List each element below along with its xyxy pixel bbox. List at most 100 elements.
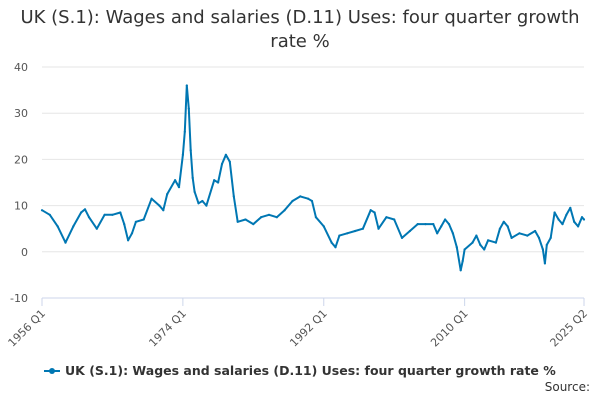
data-point[interactable] xyxy=(193,190,196,193)
data-point[interactable] xyxy=(565,213,568,216)
data-point[interactable] xyxy=(526,234,529,237)
data-point[interactable] xyxy=(127,239,130,242)
data-point[interactable] xyxy=(185,84,188,87)
data-point[interactable] xyxy=(197,202,200,205)
data-point[interactable] xyxy=(330,241,333,244)
data-point[interactable] xyxy=(236,220,239,223)
data-point[interactable] xyxy=(385,216,388,219)
data-point[interactable] xyxy=(475,234,478,237)
data-point[interactable] xyxy=(494,241,497,244)
data-point[interactable] xyxy=(224,153,227,156)
data-point[interactable] xyxy=(543,262,547,265)
data-point[interactable] xyxy=(444,218,447,221)
data-point[interactable] xyxy=(174,179,177,182)
data-point[interactable] xyxy=(217,181,220,184)
data-point[interactable] xyxy=(580,216,584,219)
data-point[interactable] xyxy=(322,225,325,228)
data-point[interactable] xyxy=(314,216,317,219)
data-point[interactable] xyxy=(510,236,513,239)
data-point[interactable] xyxy=(56,225,59,228)
data-point[interactable] xyxy=(354,229,357,233)
data-point[interactable] xyxy=(181,153,184,156)
data-point[interactable] xyxy=(502,220,505,223)
data-point[interactable] xyxy=(459,269,462,272)
data-point[interactable] xyxy=(299,195,302,198)
data-point[interactable] xyxy=(573,220,576,223)
data-point[interactable] xyxy=(142,218,145,221)
data-point[interactable] xyxy=(103,213,106,216)
data-point[interactable] xyxy=(291,199,294,203)
data-point[interactable] xyxy=(307,197,310,200)
data-point[interactable] xyxy=(463,248,466,251)
data-point[interactable] xyxy=(166,193,169,196)
series-line-0[interactable] xyxy=(41,84,585,272)
data-point[interactable] xyxy=(177,186,181,189)
data-point[interactable] xyxy=(95,227,98,230)
data-point[interactable] xyxy=(369,209,372,212)
data-point[interactable] xyxy=(275,216,278,219)
data-point[interactable] xyxy=(537,236,541,239)
data-point[interactable] xyxy=(338,234,341,237)
data-point[interactable] xyxy=(162,209,165,212)
data-point[interactable] xyxy=(545,243,548,246)
data-point[interactable] xyxy=(498,227,501,230)
data-point[interactable] xyxy=(408,229,411,233)
data-point[interactable] xyxy=(534,229,537,233)
data-point[interactable] xyxy=(361,227,364,230)
data-point[interactable] xyxy=(123,223,126,226)
data-point[interactable] xyxy=(569,206,572,209)
data-point[interactable] xyxy=(201,199,204,203)
data-point[interactable] xyxy=(471,241,474,244)
data-point[interactable] xyxy=(483,248,486,251)
data-point[interactable] xyxy=(191,176,194,179)
data-point[interactable] xyxy=(213,179,216,182)
data-point[interactable] xyxy=(440,225,443,228)
data-point[interactable] xyxy=(506,225,509,228)
data-point[interactable] xyxy=(252,223,255,226)
data-point[interactable] xyxy=(416,223,419,226)
data-point[interactable] xyxy=(549,236,552,239)
data-point[interactable] xyxy=(260,216,263,219)
data-point[interactable] xyxy=(130,232,134,235)
data-point[interactable] xyxy=(346,232,349,235)
data-point[interactable] xyxy=(582,218,586,221)
data-point[interactable] xyxy=(447,223,451,226)
data-point[interactable] xyxy=(134,220,137,223)
data-point[interactable] xyxy=(577,225,580,228)
data-point[interactable] xyxy=(158,204,161,207)
data-point[interactable] xyxy=(334,246,337,249)
data-point[interactable] xyxy=(283,209,286,212)
data-point[interactable] xyxy=(150,197,153,200)
data-point[interactable] xyxy=(40,209,44,212)
data-point[interactable] xyxy=(80,211,83,214)
data-point[interactable] xyxy=(436,232,439,235)
data-point[interactable] xyxy=(205,204,208,207)
data-point[interactable] xyxy=(518,232,521,235)
data-point[interactable] xyxy=(310,199,314,203)
data-point[interactable] xyxy=(220,162,224,166)
data-point[interactable] xyxy=(187,107,190,110)
data-point[interactable] xyxy=(479,243,482,246)
data-point[interactable] xyxy=(557,218,560,221)
data-point[interactable] xyxy=(244,218,247,221)
data-point[interactable] xyxy=(561,223,564,226)
data-point[interactable] xyxy=(48,213,51,216)
data-point[interactable] xyxy=(232,195,235,198)
data-point[interactable] xyxy=(228,160,231,163)
data-point[interactable] xyxy=(87,216,91,219)
data-point[interactable] xyxy=(83,208,87,211)
data-point[interactable] xyxy=(393,218,396,221)
data-point[interactable] xyxy=(119,211,122,214)
data-point[interactable] xyxy=(111,213,114,216)
data-point[interactable] xyxy=(377,227,380,230)
data-point[interactable] xyxy=(541,248,545,251)
data-point[interactable] xyxy=(432,223,435,226)
data-point[interactable] xyxy=(455,246,458,249)
data-point[interactable] xyxy=(64,241,67,244)
data-point[interactable] xyxy=(461,259,464,263)
data-point[interactable] xyxy=(189,149,192,152)
data-point[interactable] xyxy=(373,211,376,214)
data-point[interactable] xyxy=(267,213,271,216)
data-point[interactable] xyxy=(451,232,454,235)
data-point[interactable] xyxy=(487,239,490,242)
